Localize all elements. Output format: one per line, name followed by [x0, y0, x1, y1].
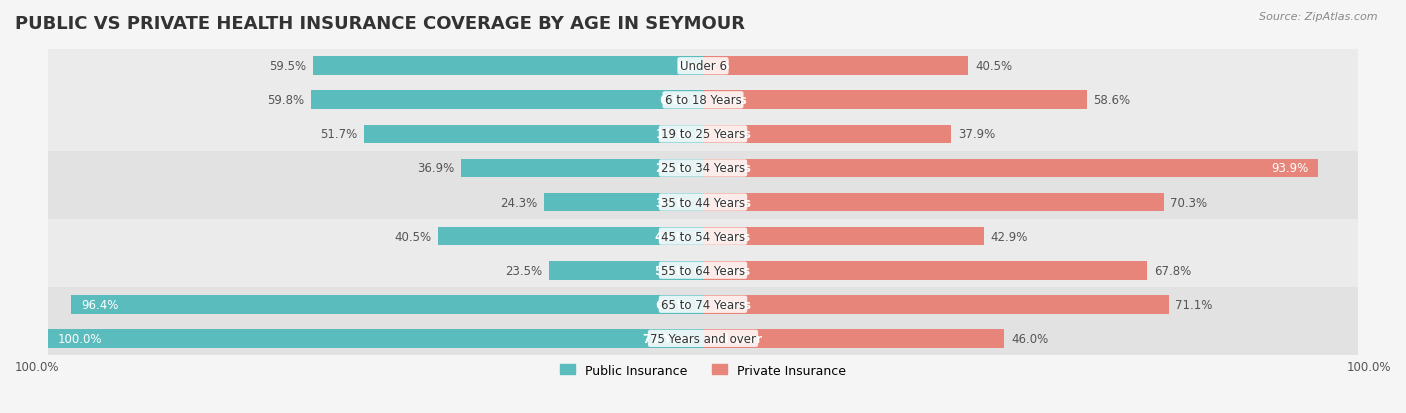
- Text: 75 Years and over: 75 Years and over: [644, 332, 762, 345]
- Text: 51.7%: 51.7%: [321, 128, 357, 141]
- Bar: [703, 193, 1164, 212]
- Bar: [437, 227, 703, 246]
- Bar: [703, 57, 969, 76]
- Text: 40.5%: 40.5%: [974, 60, 1012, 73]
- Text: 45 to 54 Years: 45 to 54 Years: [655, 230, 751, 243]
- Bar: [48, 83, 1358, 118]
- Text: 70.3%: 70.3%: [1170, 196, 1208, 209]
- Text: 42.9%: 42.9%: [991, 230, 1028, 243]
- Text: 59.5%: 59.5%: [270, 60, 307, 73]
- Bar: [48, 220, 1358, 254]
- Text: 96.4%: 96.4%: [82, 298, 118, 311]
- Bar: [314, 57, 703, 76]
- Text: 100.0%: 100.0%: [1347, 361, 1391, 374]
- Text: 58.6%: 58.6%: [1094, 94, 1130, 107]
- Text: 23.5%: 23.5%: [505, 264, 543, 277]
- Text: 75 Years and over: 75 Years and over: [650, 332, 756, 345]
- Legend: Public Insurance, Private Insurance: Public Insurance, Private Insurance: [555, 359, 851, 382]
- Bar: [48, 329, 703, 348]
- Bar: [703, 295, 1168, 314]
- Text: 46.0%: 46.0%: [1011, 332, 1049, 345]
- Bar: [311, 91, 703, 110]
- Bar: [48, 50, 1358, 83]
- Bar: [48, 185, 1358, 220]
- Text: 25 to 34 Years: 25 to 34 Years: [655, 162, 751, 175]
- Text: 19 to 25 Years: 19 to 25 Years: [661, 128, 745, 141]
- Text: 67.8%: 67.8%: [1154, 264, 1191, 277]
- Text: 59.8%: 59.8%: [267, 94, 305, 107]
- Text: 71.1%: 71.1%: [1175, 298, 1213, 311]
- Bar: [703, 159, 1319, 178]
- Bar: [544, 193, 703, 212]
- Bar: [703, 91, 1087, 110]
- Text: 93.9%: 93.9%: [1271, 162, 1309, 175]
- Bar: [703, 261, 1147, 280]
- Bar: [48, 287, 1358, 321]
- Text: 6 to 18 Years: 6 to 18 Years: [665, 94, 741, 107]
- Bar: [703, 125, 952, 144]
- Bar: [48, 254, 1358, 287]
- Text: 65 to 74 Years: 65 to 74 Years: [661, 298, 745, 311]
- Text: 37.9%: 37.9%: [957, 128, 995, 141]
- Text: 40.5%: 40.5%: [394, 230, 432, 243]
- Text: 19 to 25 Years: 19 to 25 Years: [655, 128, 751, 141]
- Text: 25 to 34 Years: 25 to 34 Years: [661, 162, 745, 175]
- Bar: [364, 125, 703, 144]
- Text: 65 to 74 Years: 65 to 74 Years: [655, 298, 751, 311]
- Text: Under 6: Under 6: [676, 60, 730, 73]
- Bar: [48, 118, 1358, 152]
- Text: Under 6: Under 6: [679, 60, 727, 73]
- Text: 35 to 44 Years: 35 to 44 Years: [661, 196, 745, 209]
- Text: 24.3%: 24.3%: [501, 196, 537, 209]
- Text: Source: ZipAtlas.com: Source: ZipAtlas.com: [1260, 12, 1378, 22]
- Bar: [72, 295, 703, 314]
- Text: 35 to 44 Years: 35 to 44 Years: [655, 196, 751, 209]
- Text: 6 to 18 Years: 6 to 18 Years: [659, 94, 747, 107]
- Text: 45 to 54 Years: 45 to 54 Years: [661, 230, 745, 243]
- Bar: [461, 159, 703, 178]
- Bar: [703, 329, 1004, 348]
- Text: 55 to 64 Years: 55 to 64 Years: [655, 264, 751, 277]
- Text: 36.9%: 36.9%: [418, 162, 454, 175]
- Text: 100.0%: 100.0%: [58, 332, 103, 345]
- Bar: [48, 152, 1358, 185]
- Bar: [703, 227, 984, 246]
- Text: 100.0%: 100.0%: [15, 361, 59, 374]
- Bar: [548, 261, 703, 280]
- Text: 55 to 64 Years: 55 to 64 Years: [661, 264, 745, 277]
- Bar: [48, 321, 1358, 356]
- Text: PUBLIC VS PRIVATE HEALTH INSURANCE COVERAGE BY AGE IN SEYMOUR: PUBLIC VS PRIVATE HEALTH INSURANCE COVER…: [15, 15, 745, 33]
